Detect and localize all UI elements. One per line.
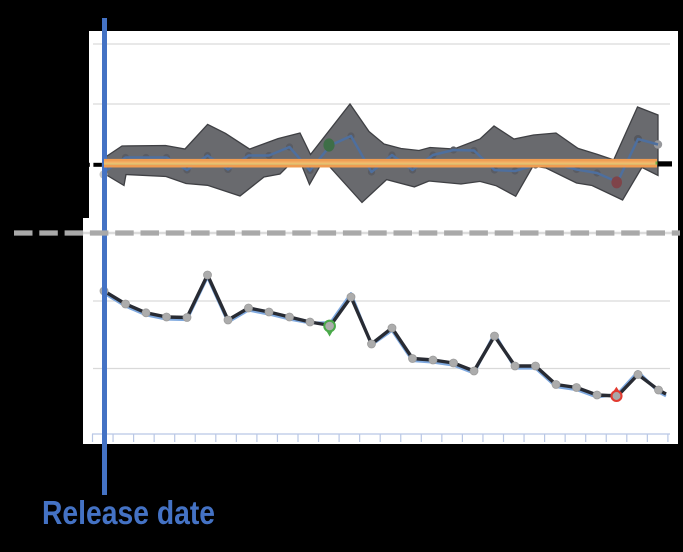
svg-text:Release date: Release date <box>42 494 215 531</box>
